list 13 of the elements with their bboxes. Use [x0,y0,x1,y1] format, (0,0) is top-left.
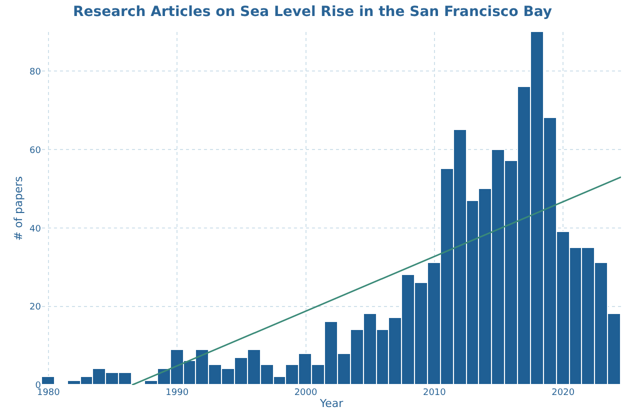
x-tick-label: 2000 [294,388,318,398]
y-tick-label: 60 [30,146,42,156]
chart-title: Research Articles on Sea Level Rise in the San Francisco Bay [72,4,552,20]
y-tick-label: 20 [30,302,42,313]
bar [42,376,55,385]
x-tick-label: 2020 [552,388,575,398]
x-tick-label: 1980 [36,388,60,398]
y-axis-title: # of papers [12,176,26,241]
y-tick-label: 40 [30,224,42,234]
x-tick-label: 1990 [166,388,189,398]
x-axis-title: Year [318,397,344,410]
y-tick-label: 80 [30,67,42,78]
x-tick-label: 2010 [422,388,446,398]
